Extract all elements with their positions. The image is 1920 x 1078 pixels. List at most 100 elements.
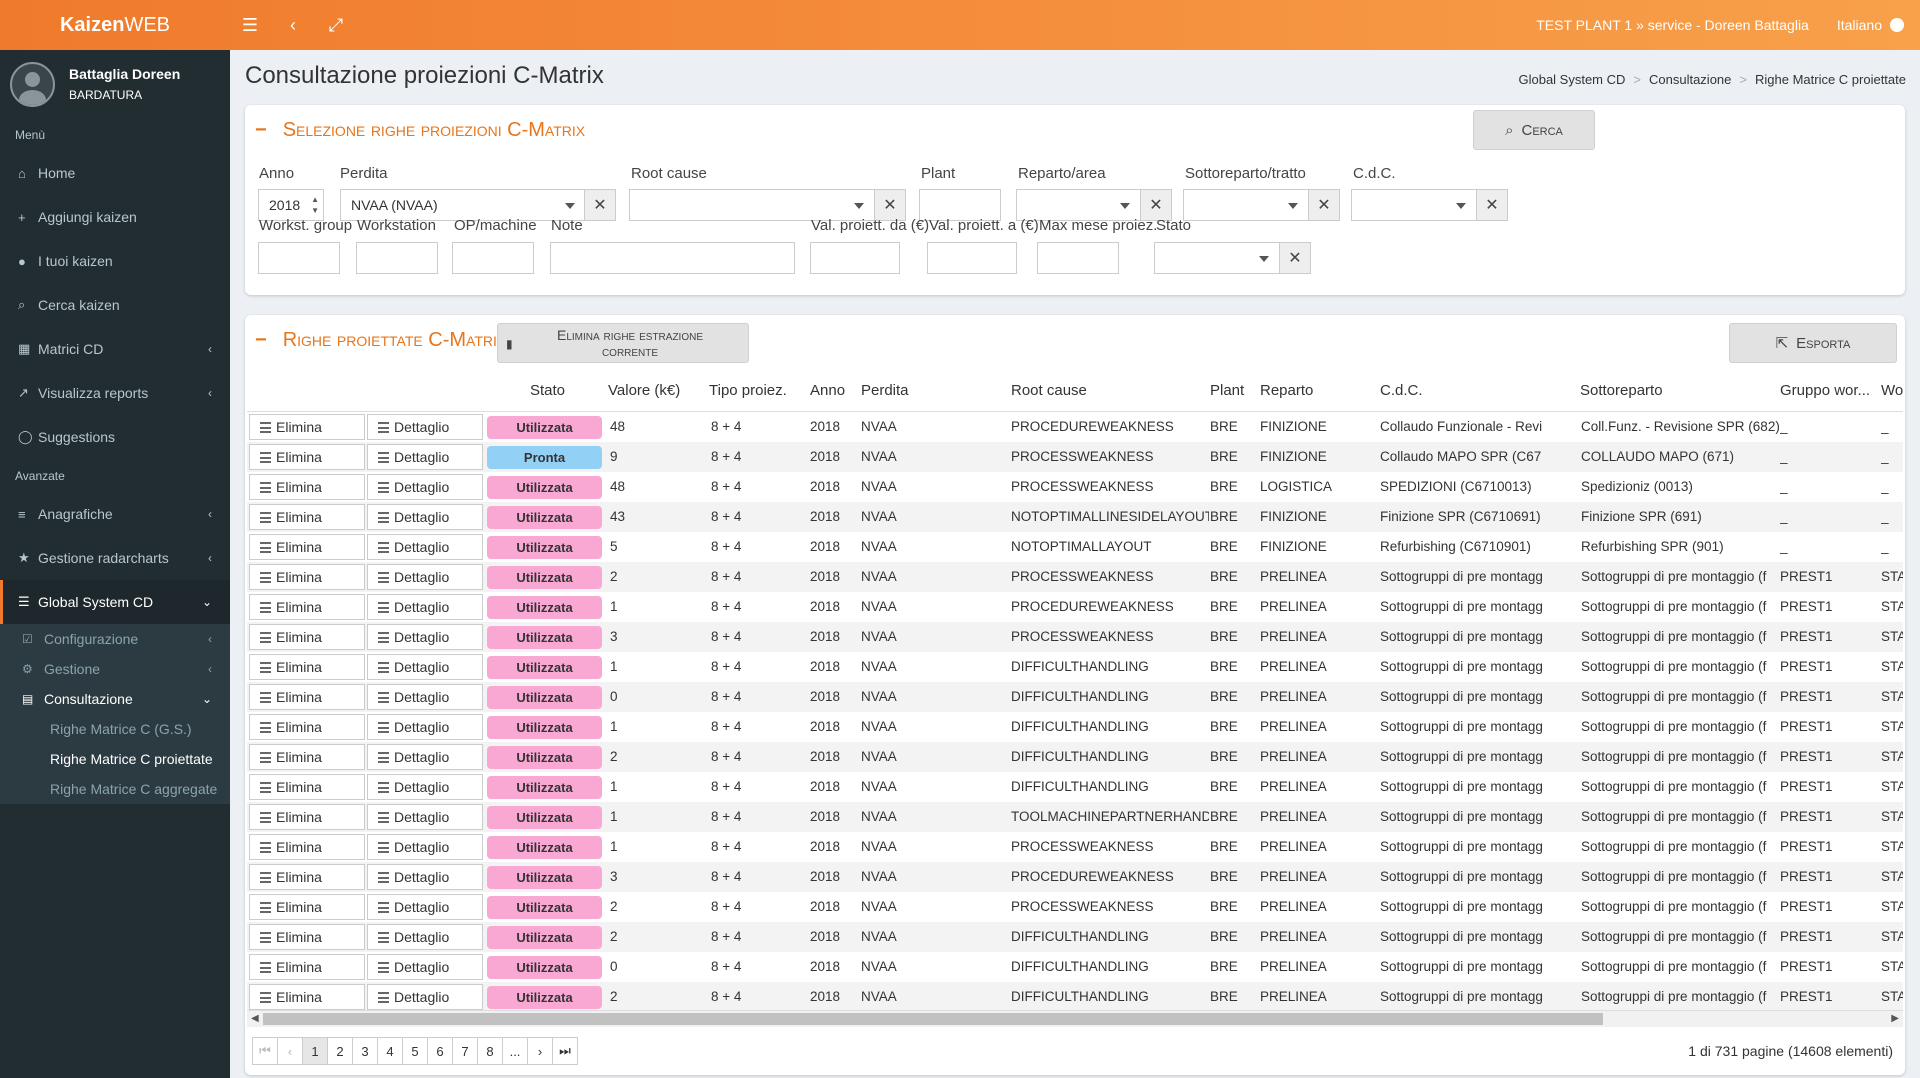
close-icon[interactable]: ✕ xyxy=(584,189,616,221)
page-button[interactable]: 8 xyxy=(477,1037,503,1065)
delete-row-button[interactable]: Elimina xyxy=(249,474,365,500)
submenu-item[interactable]: ⚙ Gestione ‹ xyxy=(0,654,230,684)
sidebar-item[interactable]: ◯ Suggestions xyxy=(0,415,230,459)
submenu-item[interactable]: ▤ Consultazione ⌄ xyxy=(0,684,230,714)
sidebar-item[interactable]: ☰ Global System CD ⌄ xyxy=(0,580,230,624)
sidebar-item[interactable]: ▦ Matrici CD ‹ xyxy=(0,327,230,371)
close-icon[interactable]: ✕ xyxy=(1140,189,1172,221)
detail-row-button[interactable]: Dettaglio xyxy=(367,774,483,800)
perdita-select[interactable]: NVAA (NVAA) xyxy=(340,189,586,221)
collapse-icon[interactable]: − xyxy=(255,329,267,351)
delete-row-button[interactable]: Elimina xyxy=(249,414,365,440)
submenu-link[interactable]: Righe Matrice C (G.S.) xyxy=(50,721,192,737)
sidebar-item[interactable]: ★ Gestione radarcharts ‹ xyxy=(0,536,230,580)
horizontal-scrollbar[interactable]: ◀ ▶ xyxy=(247,1010,1903,1027)
breadcrumb-item[interactable]: Consultazione xyxy=(1649,72,1732,87)
detail-row-button[interactable]: Dettaglio xyxy=(367,804,483,830)
delete-row-button[interactable]: Elimina xyxy=(249,894,365,920)
detail-row-button[interactable]: Dettaglio xyxy=(367,474,483,500)
detail-row-button[interactable]: Dettaglio xyxy=(367,414,483,440)
export-button[interactable]: ⇱ Esporta xyxy=(1729,323,1897,363)
first-page-icon[interactable]: ⏮ xyxy=(252,1037,278,1065)
page-button[interactable]: ... xyxy=(502,1037,528,1065)
delete-row-button[interactable]: Elimina xyxy=(249,834,365,860)
detail-row-button[interactable]: Dettaglio xyxy=(367,564,483,590)
search-button[interactable]: ⌕ Cerca xyxy=(1473,110,1595,150)
cdc-select[interactable] xyxy=(1351,189,1477,221)
col-sottoreparto[interactable]: Sottoreparto xyxy=(1580,382,1663,399)
delete-row-button[interactable]: Elimina xyxy=(249,504,365,530)
reparto-select[interactable] xyxy=(1016,189,1141,221)
col-anno[interactable]: Anno xyxy=(810,382,846,399)
anno-input[interactable]: 2018 ▲ ▼ xyxy=(258,189,324,221)
detail-row-button[interactable]: Dettaglio xyxy=(367,684,483,710)
delete-row-button[interactable]: Elimina xyxy=(249,864,365,890)
sidebar-item[interactable]: ≡ Anagrafiche ‹ xyxy=(0,492,230,536)
detail-row-button[interactable]: Dettaglio xyxy=(367,984,483,1010)
delete-row-button[interactable]: Elimina xyxy=(249,984,365,1010)
workstation-input[interactable] xyxy=(356,242,438,274)
delete-row-button[interactable]: Elimina xyxy=(249,564,365,590)
hamburger-icon[interactable]: ☰ xyxy=(241,14,259,35)
val-da-input[interactable] xyxy=(810,242,900,274)
delete-row-button[interactable]: Elimina xyxy=(249,774,365,800)
page-button[interactable]: 1 xyxy=(302,1037,328,1065)
detail-row-button[interactable]: Dettaglio xyxy=(367,864,483,890)
last-page-icon[interactable]: ⏭ xyxy=(552,1037,578,1065)
delete-row-button[interactable]: Elimina xyxy=(249,684,365,710)
sidebar-item[interactable]: ● I tuoi kaizen xyxy=(0,239,230,283)
detail-row-button[interactable]: Dettaglio xyxy=(367,834,483,860)
chevron-left-icon[interactable]: ‹ xyxy=(290,14,296,35)
delete-row-button[interactable]: Elimina xyxy=(249,804,365,830)
stato-select[interactable] xyxy=(1154,242,1280,274)
col-tipo[interactable]: Tipo proiez. xyxy=(709,382,787,399)
page-button[interactable]: 4 xyxy=(377,1037,403,1065)
col-wo[interactable]: Wo xyxy=(1881,382,1903,399)
breadcrumb-item[interactable]: Global System CD xyxy=(1518,72,1626,87)
close-icon[interactable]: ✕ xyxy=(1308,189,1340,221)
detail-row-button[interactable]: Dettaglio xyxy=(367,924,483,950)
delete-row-button[interactable]: Elimina xyxy=(249,744,365,770)
submenu-item[interactable]: ☑ Configurazione ‹ xyxy=(0,624,230,654)
scrollbar-thumb[interactable] xyxy=(263,1013,1603,1025)
delete-row-button[interactable]: Elimina xyxy=(249,534,365,560)
page-button[interactable]: 7 xyxy=(452,1037,478,1065)
detail-row-button[interactable]: Dettaglio xyxy=(367,654,483,680)
detail-row-button[interactable]: Dettaglio xyxy=(367,624,483,650)
delete-extraction-button[interactable]: ▮ Elimina righe estrazione corrente xyxy=(497,323,749,363)
delete-row-button[interactable]: Elimina xyxy=(249,444,365,470)
submenu-link[interactable]: Righe Matrice C proiettate xyxy=(50,751,213,767)
submenu-link[interactable]: Righe Matrice C aggregate xyxy=(50,781,218,797)
max-mese-input[interactable] xyxy=(1037,242,1119,274)
detail-row-button[interactable]: Dettaglio xyxy=(367,504,483,530)
workst-group-input[interactable] xyxy=(258,242,340,274)
delete-row-button[interactable]: Elimina xyxy=(249,954,365,980)
page-button[interactable]: 6 xyxy=(427,1037,453,1065)
scroll-right-icon[interactable]: ▶ xyxy=(1891,1013,1899,1024)
delete-row-button[interactable]: Elimina xyxy=(249,654,365,680)
close-icon[interactable]: ✕ xyxy=(874,189,906,221)
root-cause-select[interactable] xyxy=(629,189,875,221)
sidebar-item[interactable]: ⌕ Cerca kaizen xyxy=(0,283,230,327)
page-button[interactable]: 5 xyxy=(402,1037,428,1065)
sidebar-item[interactable]: ⌂ Home xyxy=(0,151,230,195)
delete-row-button[interactable]: Elimina xyxy=(249,714,365,740)
note-input[interactable] xyxy=(550,242,795,274)
detail-row-button[interactable]: Dettaglio xyxy=(367,534,483,560)
op-machine-input[interactable] xyxy=(452,242,534,274)
detail-row-button[interactable]: Dettaglio xyxy=(367,444,483,470)
detail-row-button[interactable]: Dettaglio xyxy=(367,594,483,620)
delete-row-button[interactable]: Elimina xyxy=(249,924,365,950)
detail-row-button[interactable]: Dettaglio xyxy=(367,714,483,740)
col-valore[interactable]: Valore (k€) xyxy=(608,382,681,399)
plant-input[interactable] xyxy=(919,189,1001,221)
prev-page-icon[interactable]: ‹ xyxy=(277,1037,303,1065)
delete-row-button[interactable]: Elimina xyxy=(249,624,365,650)
val-a-input[interactable] xyxy=(927,242,1017,274)
col-gruppo[interactable]: Gruppo wor... xyxy=(1780,382,1871,399)
brand-logo[interactable]: Kaizen WEB xyxy=(59,13,171,36)
detail-row-button[interactable]: Dettaglio xyxy=(367,954,483,980)
close-icon[interactable]: ✕ xyxy=(1279,242,1311,274)
col-perdita[interactable]: Perdita xyxy=(861,382,909,399)
expand-icon[interactable]: ⤢ xyxy=(328,14,344,35)
